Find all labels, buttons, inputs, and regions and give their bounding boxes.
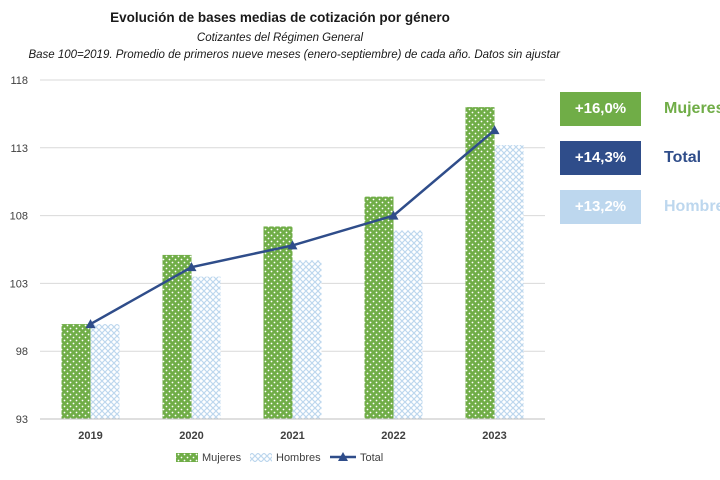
bar-hombres	[191, 276, 221, 419]
y-tick-label: 113	[10, 143, 28, 155]
bar-mujeres	[263, 226, 293, 419]
bar-hombres	[90, 324, 120, 419]
chart-note: Base 100=2019. Promedio de primeros nuev…	[28, 49, 560, 61]
bars	[61, 107, 524, 420]
total-line	[85, 125, 500, 329]
bar-hombres	[292, 260, 322, 419]
x-tick-label: 2020	[179, 430, 203, 442]
total-point	[186, 262, 197, 272]
x-tick-label: 2021	[280, 430, 304, 442]
badge-label: Mujeres	[664, 100, 720, 117]
axes: 93 98 103 108 113 118 2019 2020 2021 2022 2023	[10, 75, 545, 442]
legend-marker	[338, 452, 348, 461]
y-tick-label: 118	[10, 75, 28, 87]
bar-mujeres	[162, 254, 192, 419]
badge-label: Hombres	[664, 198, 720, 215]
legend-item-hombres: Hombres	[250, 452, 321, 464]
bar-hombres	[494, 145, 524, 419]
legend-item-total: Total	[330, 452, 383, 464]
legend-label: Total	[360, 452, 383, 464]
x-tick-label: 2019	[78, 430, 102, 442]
legend-label: Mujeres	[202, 452, 242, 464]
chart-canvas: 93 98 103 108 113 118 2019 2020 2021 2022 2023 Muj…	[10, 75, 545, 464]
legend-swatch	[176, 453, 198, 462]
y-tick-label: 98	[16, 346, 28, 358]
badge-label: Total	[664, 149, 702, 166]
bar-mujeres	[364, 196, 394, 419]
chart-title: Evolución de bases medias de cotización …	[110, 10, 450, 25]
total-point	[489, 125, 500, 135]
legend-label: Hombres	[276, 452, 321, 464]
bar-hombres	[393, 230, 423, 419]
legend-item-mujeres: Mujeres	[176, 452, 242, 464]
total-point	[85, 319, 96, 329]
total-point	[287, 240, 298, 250]
badge-value: +14,3%	[560, 141, 641, 175]
x-tick-label: 2023	[482, 430, 506, 442]
chart-subtitle: Cotizantes del Régimen General	[196, 32, 364, 44]
legend: Mujeres Hombres Total	[176, 452, 383, 464]
badge-value: +16,0%	[560, 92, 641, 126]
x-tick-label: 2022	[381, 430, 405, 442]
legend-swatch	[250, 453, 272, 462]
y-tick-label: 108	[10, 211, 28, 223]
bar-mujeres	[465, 107, 495, 420]
total-point	[388, 210, 399, 220]
y-tick-label: 103	[10, 278, 28, 290]
bar-mujeres	[61, 324, 91, 419]
badge-value: +13,2%	[560, 190, 641, 224]
y-tick-label: 93	[16, 414, 28, 426]
